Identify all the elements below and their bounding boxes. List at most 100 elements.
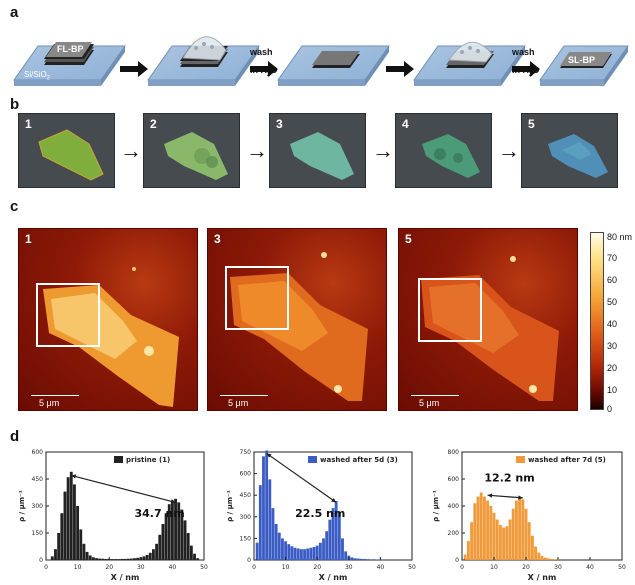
- histogram-bar: [546, 558, 550, 560]
- histogram-bar: [331, 508, 335, 560]
- histogram-bar: [360, 558, 363, 560]
- histogram-bar: [69, 471, 73, 560]
- histogram-bar: [473, 503, 477, 560]
- arrow-icon: →: [372, 138, 394, 163]
- histogram-bar: [495, 519, 499, 560]
- afm-image-1: 1 5 μm: [18, 228, 198, 411]
- histogram-bar: [372, 559, 376, 560]
- histogram-bar: [196, 558, 200, 560]
- x-tick-label: 30: [554, 564, 562, 571]
- histogram-bar: [88, 555, 92, 560]
- y-tick-label: 150: [240, 535, 252, 542]
- x-tick-label: 40: [169, 564, 177, 571]
- legend-swatch: [516, 456, 525, 463]
- annotation-label: 34.7 nm: [134, 507, 184, 520]
- arrow-head: [266, 453, 272, 458]
- y-tick-label: 400: [448, 503, 460, 510]
- annotation-arrow: [71, 474, 176, 503]
- y-tick-label: 450: [32, 476, 44, 483]
- colorbar-tick: 0: [607, 404, 613, 414]
- annotation-label: 22.5 nm: [295, 507, 345, 520]
- histogram-bar: [101, 558, 105, 560]
- histogram-bar: [142, 556, 146, 560]
- substrate-2: [147, 36, 260, 86]
- y-tick-label: 600: [448, 476, 460, 483]
- plot-frame: [461, 451, 623, 561]
- histogram-bar: [129, 558, 133, 560]
- histogram-bar: [145, 554, 149, 560]
- arrow-head: [487, 493, 493, 498]
- histogram-bar: [470, 522, 474, 560]
- sl-bp-label: SL-BP: [568, 55, 595, 65]
- histogram-bar: [262, 456, 265, 560]
- substrate-label: Si/SiO2: [24, 70, 51, 82]
- histogram-bar: [492, 512, 496, 560]
- panel-letter-d: d: [10, 428, 20, 445]
- scale-bar: [220, 395, 268, 396]
- histogram-bar: [189, 545, 193, 560]
- histogram-bar: [530, 535, 534, 560]
- x-tick-label: 20: [105, 564, 113, 571]
- histogram-bar: [486, 500, 490, 560]
- histogram-bar: [170, 500, 174, 560]
- colorbar-tick: 70: [607, 253, 618, 263]
- histogram-bar: [136, 557, 140, 560]
- histogram-bar: [315, 545, 319, 560]
- x-tick-label: 50: [200, 564, 208, 571]
- histogram-bar: [312, 547, 316, 560]
- y-tick-label: 0: [247, 557, 251, 564]
- histogram-bar: [177, 502, 181, 560]
- process-schematic: [13, 36, 629, 86]
- histogram-bar: [527, 522, 531, 560]
- histogram-bar: [366, 559, 370, 560]
- panel-letter-a: a: [10, 4, 19, 21]
- histogram-bar: [303, 549, 306, 560]
- y-tick-label: 600: [32, 449, 44, 456]
- histogram-bar: [518, 496, 522, 560]
- histogram-bar: [550, 558, 554, 560]
- histogram-bar: [161, 524, 165, 560]
- histogram-bar: [158, 534, 162, 560]
- histogram-bar: [73, 484, 76, 560]
- substrate-1: [13, 42, 126, 86]
- histogram-bar: [553, 559, 557, 560]
- histogram-bar: [296, 548, 300, 560]
- x-tick-label: 10: [490, 564, 498, 571]
- y-tick-label: 600: [240, 471, 252, 478]
- histogram-bar: [505, 526, 509, 560]
- histogram-bar: [489, 506, 493, 560]
- legend-label: washed after 5d (3): [320, 456, 398, 464]
- arrow-head: [170, 499, 176, 504]
- histogram-bar: [482, 496, 486, 560]
- y-tick-label: 200: [448, 530, 460, 537]
- x-tick-label: 40: [377, 564, 385, 571]
- histogram-bar: [133, 558, 136, 560]
- histogram-bar: [309, 547, 313, 560]
- histogram-bar: [63, 491, 67, 560]
- wash-label-2: wash in H2O: [512, 47, 540, 78]
- scale-bar-label: 5 μm: [39, 398, 60, 408]
- substrate-4: [413, 42, 526, 86]
- histogram-bar: [82, 543, 86, 560]
- histogram-bar: [363, 558, 367, 560]
- scale-bar: [411, 395, 459, 396]
- histogram-bar: [255, 542, 259, 560]
- histogram-bar: [183, 520, 187, 560]
- x-tick-label: 30: [137, 564, 145, 571]
- histogram-bar: [91, 557, 95, 560]
- histogram-bar: [514, 500, 518, 560]
- colorbar: [590, 232, 604, 410]
- histogram-bar: [174, 498, 177, 560]
- histogram-bar: [498, 524, 502, 560]
- arrow-head: [71, 474, 77, 479]
- y-tick-label: 750: [240, 449, 252, 456]
- histogram-bar: [502, 527, 506, 560]
- histogram-bar: [322, 538, 325, 560]
- histogram-bar: [60, 513, 64, 560]
- histogram-bar: [287, 544, 291, 560]
- histogram-bar: [341, 538, 344, 560]
- histogram-bar: [120, 558, 124, 560]
- optical-image-4: 4: [395, 113, 492, 188]
- histogram-bar: [540, 555, 544, 560]
